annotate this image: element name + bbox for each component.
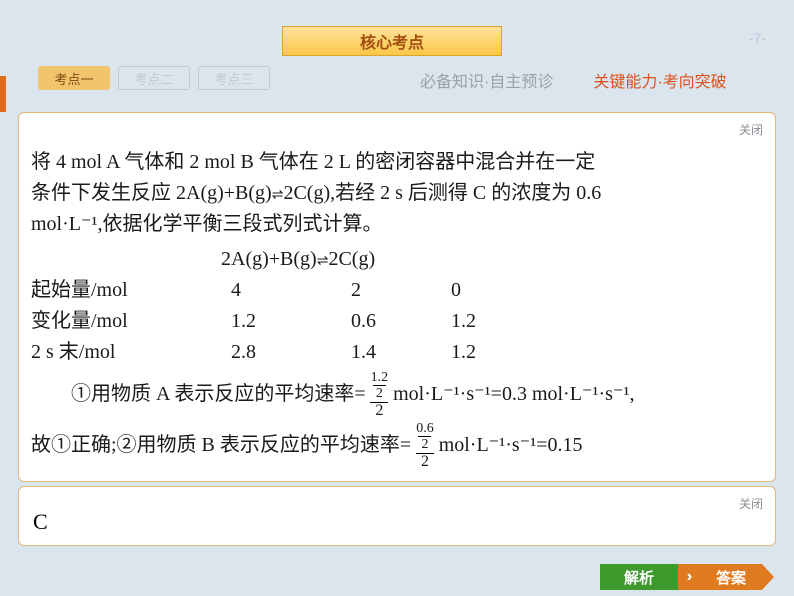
tab-kaodian-2[interactable]: 考点二 — [118, 66, 190, 90]
jiexi-button[interactable]: 解析 — [600, 564, 678, 590]
frac-num: 0.6 — [416, 421, 434, 436]
tab-bar: 考点一 考点二 考点三 — [38, 66, 270, 90]
frac-outer-den: 2 — [370, 402, 388, 419]
eq-post: 2C(g) — [328, 248, 375, 270]
equation-line: 2A(g)+B(g) 2C(g) — [221, 244, 763, 275]
cell: 4 — [231, 275, 351, 306]
nav-links: 必备知识·自主预诊 关键能力·考向突破 — [420, 68, 727, 92]
header-title-button[interactable]: 核心考点 — [282, 26, 502, 56]
fraction-1: 1.2 2 2 — [368, 370, 392, 419]
calc2-text: 故①正确;②用物质 B 表示反应的平均速率= — [31, 430, 411, 461]
tab-kaodian-3[interactable]: 考点三 — [198, 66, 270, 90]
daan-button[interactable]: 答案 — [700, 564, 762, 590]
intro-line-3: mol·L⁻¹,依据化学平衡三段式列式计算。 — [31, 209, 763, 240]
cell: 1.2 — [451, 337, 551, 368]
answer-panel: 关闭 C — [18, 486, 776, 546]
table-row: 起始量/mol 4 2 0 — [31, 275, 763, 306]
calc2-tail: mol·L⁻¹·s⁻¹=0.15 — [439, 430, 583, 461]
row-label: 起始量/mol — [31, 275, 231, 306]
fraction-2: 0.6 2 2 — [413, 421, 437, 470]
calc-line-1: ①用物质 A 表示反应的平均速率= 1.2 2 2 mol·L⁻¹·s⁻¹=0.… — [31, 370, 763, 419]
chevron-icon: ›› — [678, 564, 700, 590]
nav-ability[interactable]: 关键能力·考向突破 — [593, 68, 726, 92]
close-button[interactable]: 关闭 — [739, 121, 763, 138]
intro-line-1: 将 4 mol A 气体和 2 mol B 气体在 2 L 的密闭容器中混合并在… — [31, 147, 763, 178]
calc1-tail: mol·L⁻¹·s⁻¹=0.3 mol·L⁻¹·s⁻¹, — [393, 379, 634, 410]
nav-knowledge[interactable]: 必备知识·自主预诊 — [420, 68, 553, 92]
cell: 0 — [451, 275, 551, 306]
cell: 2.8 — [231, 337, 351, 368]
calc-line-2: 故①正确;②用物质 B 表示反应的平均速率= 0.6 2 2 mol·L⁻¹·s… — [31, 421, 763, 470]
cell: 0.6 — [351, 306, 451, 337]
equilibrium-icon — [317, 252, 329, 268]
eq-pre: 2A(g)+B(g) — [221, 248, 317, 270]
close-button[interactable]: 关闭 — [739, 495, 763, 512]
intro-l2-post: 2C(g),若经 2 s 后测得 C 的浓度为 0.6 — [283, 182, 601, 204]
row-label: 变化量/mol — [31, 306, 231, 337]
row-label: 2 s 末/mol — [31, 337, 231, 368]
ice-table: 2A(g)+B(g) 2C(g) 起始量/mol 4 2 0 变化量/mol 1.… — [31, 244, 763, 368]
accent-bar — [0, 76, 6, 112]
equilibrium-icon — [272, 186, 284, 202]
cell: 1.4 — [351, 337, 451, 368]
frac-den: 2 — [373, 385, 386, 401]
page-number: -7- — [749, 30, 766, 46]
intro-line-2: 条件下发生反应 2A(g)+B(g) 2C(g),若经 2 s 后测得 C 的浓度… — [31, 178, 763, 209]
answer-letter: C — [33, 509, 48, 535]
explanation-panel: 关闭 将 4 mol A 气体和 2 mol B 气体在 2 L 的密闭容器中混… — [18, 112, 776, 482]
frac-outer-den: 2 — [416, 453, 434, 470]
table-row: 变化量/mol 1.2 0.6 1.2 — [31, 306, 763, 337]
table-row: 2 s 末/mol 2.8 1.4 1.2 — [31, 337, 763, 368]
footer-buttons: 解析 ›› 答案 — [600, 564, 774, 590]
arrow-tip-icon — [762, 564, 774, 590]
frac-den: 2 — [418, 436, 431, 452]
calc1-text: ①用物质 A 表示反应的平均速率= — [31, 379, 366, 410]
frac-num: 1.2 — [371, 370, 389, 385]
cell: 1.2 — [451, 306, 551, 337]
cell: 1.2 — [231, 306, 351, 337]
explanation-text: 将 4 mol A 气体和 2 mol B 气体在 2 L 的密闭容器中混合并在… — [31, 147, 763, 470]
intro-l2-pre: 条件下发生反应 2A(g)+B(g) — [31, 182, 272, 204]
cell: 2 — [351, 275, 451, 306]
tab-kaodian-1[interactable]: 考点一 — [38, 66, 110, 90]
